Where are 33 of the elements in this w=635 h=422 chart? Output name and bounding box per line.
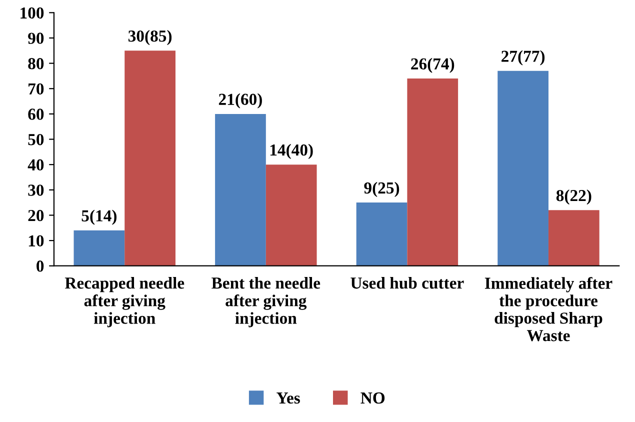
legend-label: NO — [360, 392, 385, 404]
y-tick-label: 90 — [28, 32, 44, 44]
bar — [266, 164, 317, 266]
x-tick-label: Recapped needle after giving injection — [64, 276, 184, 328]
y-tick-label: 20 — [28, 210, 44, 222]
y-tick-label: 60 — [28, 108, 44, 120]
data-label: 27(77) — [502, 50, 545, 66]
data-label: 9(25) — [364, 182, 400, 198]
bar — [498, 70, 548, 266]
data-label: 14(40) — [270, 144, 313, 160]
x-tick-label: Bent the needle after giving injection — [212, 276, 320, 328]
y-tick-label: 70 — [28, 83, 44, 95]
bar — [215, 114, 266, 266]
y-tick-label: 40 — [28, 159, 44, 171]
y-tick-label: 80 — [28, 58, 44, 70]
bar — [356, 202, 408, 266]
legend-label: Yes — [276, 392, 300, 404]
data-label: 21(60) — [218, 93, 262, 108]
x-tick-label: Used hub cutter — [350, 276, 464, 289]
data-label: 30(85) — [128, 30, 172, 46]
bar — [74, 230, 125, 266]
y-tick-label: 0 — [36, 260, 44, 272]
x-tick-label: Immediately after the procedure disposed Sharp Waste — [484, 276, 612, 342]
y-tick-label: 10 — [28, 235, 44, 246]
y-tick-label: 50 — [28, 134, 44, 146]
data-label: 26(74) — [411, 58, 454, 73]
data-label: 5(14) — [82, 210, 117, 225]
y-tick-label: 100 — [20, 7, 44, 19]
bar — [548, 210, 600, 266]
bar — [124, 50, 176, 266]
bar — [407, 78, 458, 266]
data-label: 8(22) — [556, 189, 592, 205]
y-tick-label: 30 — [28, 184, 44, 196]
